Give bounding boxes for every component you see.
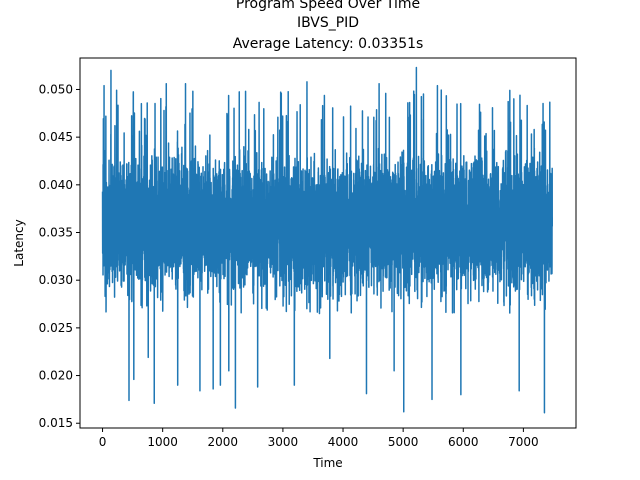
y-tick-label: 0.035 [39,226,73,240]
y-tick-label: 0.025 [39,321,73,335]
x-tick-label: 0 [99,435,107,449]
x-tick-label: 3000 [268,435,299,449]
x-axis-label: Time [312,456,342,470]
title-line-3: Average Latency: 0.03351s [233,36,424,52]
y-tick-label: 0.050 [39,82,73,96]
x-tick-label: 7000 [508,435,539,449]
y-tick-label: 0.045 [39,130,73,144]
x-tick-label: 1000 [147,435,178,449]
y-axis-label: Latency [12,219,26,266]
x-axis: 0 1000 2000 3000 4000 5000 6000 7000 [99,428,539,449]
y-tick-label: 0.040 [39,178,73,192]
x-tick-label: 4000 [328,435,359,449]
title-line-1: Program Speed Over Time [236,0,420,12]
y-axis: 0.015 0.020 0.025 0.030 0.035 0.040 0.045 0.050 [39,82,80,430]
plot-frame [79,57,577,429]
x-tick-label: 5000 [388,435,419,449]
y-tick-label: 0.020 [39,369,73,383]
y-tick-label: 0.015 [39,416,73,430]
title-line-2: IBVS_PID [297,15,359,31]
chart-title: Program Speed Over Time IBVS_PID Average… [233,0,424,52]
x-tick-label: 2000 [208,435,239,449]
plot-area [101,66,553,414]
x-tick-label: 6000 [448,435,479,449]
series-line [101,66,553,414]
y-tick-label: 0.030 [39,273,73,287]
